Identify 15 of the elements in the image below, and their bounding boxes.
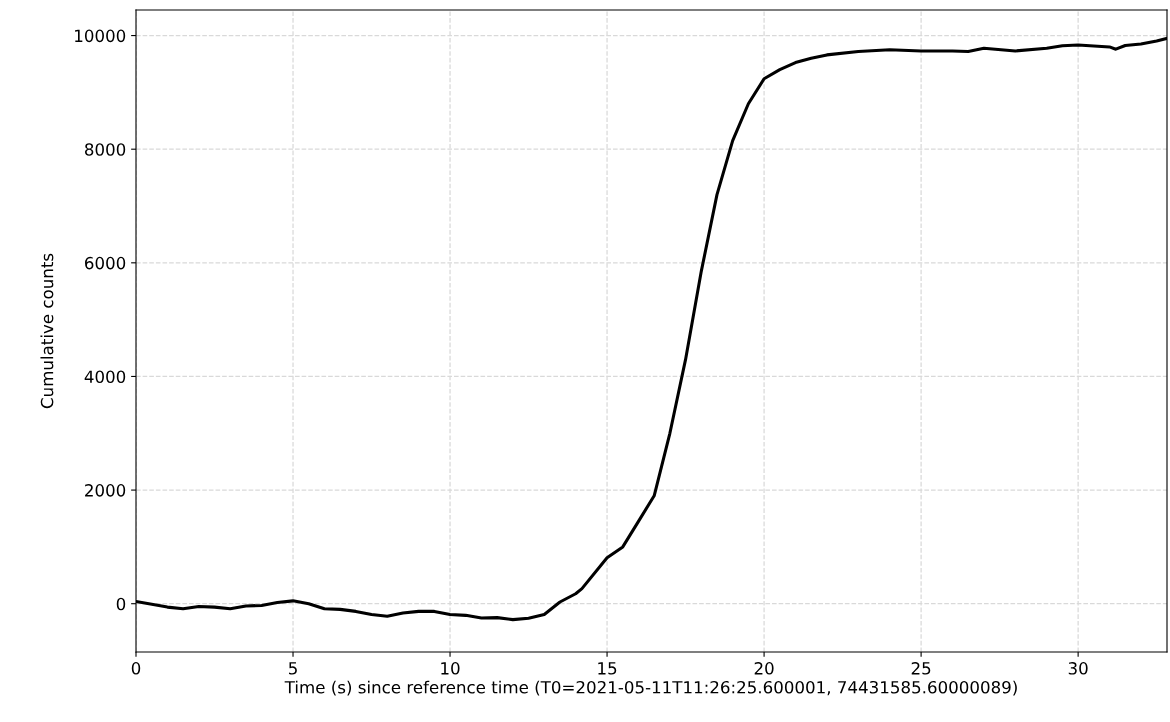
x-axis-title: Time (s) since reference time (T0=2021-05-11T11:26:25.600001, 74431585.60000089) <box>284 680 1017 696</box>
y-tick-label: 10000 <box>75 29 126 43</box>
x-tick-label: 20 <box>754 662 774 675</box>
y-tick-label: 8000 <box>84 143 126 156</box>
x-tick-label: 15 <box>598 662 617 675</box>
x-tick-label: 5 <box>289 662 297 675</box>
y-axis-title: Cumulative counts <box>40 253 54 409</box>
x-tick-label: 30 <box>1068 662 1088 675</box>
x-tick-label: 0 <box>131 662 141 675</box>
x-tick-label: 10 <box>441 662 460 675</box>
y-tick-label: 6000 <box>85 256 126 270</box>
x-tick-label: 25 <box>911 662 931 675</box>
y-tick-label: 4000 <box>84 370 126 384</box>
y-tick-label: 0 <box>116 597 126 611</box>
y-tick-label: 2000 <box>85 484 126 497</box>
